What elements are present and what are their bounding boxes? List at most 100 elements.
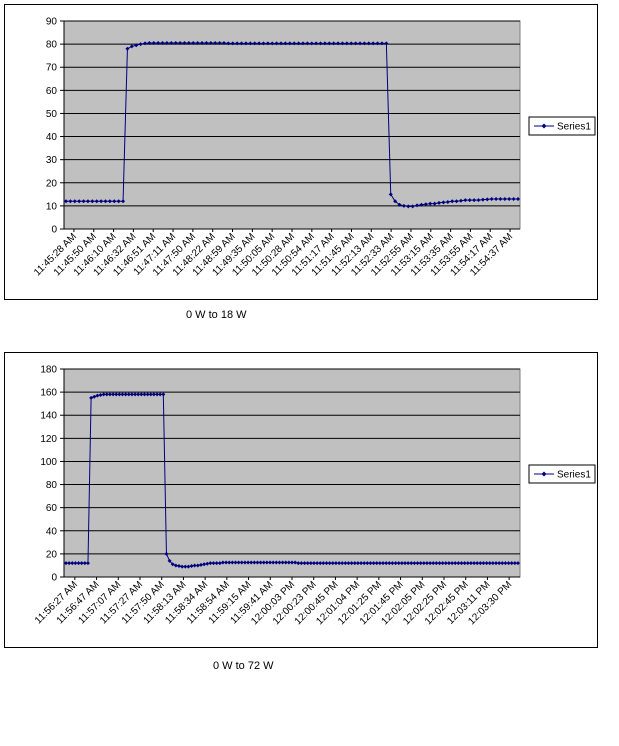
chart-1-data-point bbox=[195, 40, 200, 45]
chart-2-data-point bbox=[453, 561, 458, 566]
chart-2-data-point bbox=[92, 394, 97, 399]
chart-2-data-point bbox=[409, 561, 414, 566]
chart-1-data-point bbox=[322, 41, 327, 46]
chart-1-data-point bbox=[371, 41, 376, 46]
chart-2-data-point bbox=[305, 561, 310, 566]
chart-2-data-point bbox=[104, 392, 109, 397]
chart-2-data-point bbox=[428, 561, 433, 566]
chart-1-data-point bbox=[415, 203, 420, 208]
chart-1-data-point bbox=[208, 40, 213, 45]
chart-2-data-point bbox=[70, 561, 75, 566]
chart-2-data-point bbox=[271, 560, 276, 565]
chart-1-data-point bbox=[379, 41, 384, 46]
chart-2-legend-label: Series1 bbox=[557, 470, 591, 481]
chart-2-data-point bbox=[406, 561, 411, 566]
chart-2-data-point bbox=[446, 561, 451, 566]
chart-1-caption: 0 W to 18 W bbox=[186, 309, 247, 321]
chart-2-data-point bbox=[167, 558, 172, 563]
chart-2-data-point bbox=[443, 561, 448, 566]
chart-2-data-point bbox=[290, 560, 294, 565]
chart-1-data-point bbox=[248, 41, 253, 46]
chart-1-data-point bbox=[516, 196, 520, 201]
chart-2-data-point bbox=[315, 561, 320, 566]
chart-2-data-point bbox=[321, 561, 326, 566]
chart-2-data-point bbox=[79, 561, 84, 566]
chart-1-data-point bbox=[164, 40, 169, 45]
chart-1-data-point bbox=[458, 198, 463, 203]
chart-1-data-point bbox=[292, 41, 297, 46]
chart-2-data-point bbox=[73, 561, 78, 566]
chart-2-data-point bbox=[161, 392, 166, 397]
chart-2-data-point bbox=[296, 561, 301, 566]
chart-2-data-point bbox=[145, 392, 150, 397]
chart-2-data-point bbox=[249, 560, 254, 565]
chart-1-y-tick-label: 90 bbox=[46, 17, 58, 28]
chart-2-data-point bbox=[516, 561, 520, 566]
chart-1-data-point bbox=[428, 201, 433, 206]
chart-1-data-point bbox=[410, 204, 415, 209]
chart-1-data-point bbox=[257, 41, 262, 46]
chart-1-data-point bbox=[349, 41, 354, 46]
chart-1-legend-marker bbox=[541, 123, 547, 129]
chart-2-data-point bbox=[456, 561, 461, 566]
chart-2-data-point bbox=[459, 561, 464, 566]
chart-2-data-point bbox=[164, 551, 169, 556]
chart-1-data-point bbox=[261, 41, 266, 46]
chart-2-data-point bbox=[192, 563, 197, 568]
chart-2-data-point bbox=[198, 562, 203, 567]
chart-2-data-point bbox=[412, 561, 417, 566]
chart-2-data-point bbox=[500, 561, 505, 566]
chart-2-data-point bbox=[346, 561, 351, 566]
chart-2-data-point bbox=[308, 561, 313, 566]
chart-2-data-point bbox=[246, 560, 251, 565]
chart-1-data-point bbox=[221, 40, 226, 45]
chart-2-data-point bbox=[255, 560, 260, 565]
chart-1-y-tick-label: 20 bbox=[46, 178, 58, 189]
chart-2-data-point bbox=[299, 561, 304, 566]
chart-2-y-tick-label: 180 bbox=[40, 365, 57, 376]
chart-2-data-point bbox=[494, 561, 499, 566]
chart-2-data-point bbox=[186, 564, 191, 569]
chart-1-data-point bbox=[99, 199, 104, 204]
chart-2-data-point bbox=[126, 392, 131, 397]
chart-1-data-point bbox=[432, 201, 437, 206]
chart-2-data-point bbox=[440, 561, 445, 566]
chart-1-data-point bbox=[239, 41, 244, 46]
chart-2-data-point bbox=[384, 561, 389, 566]
chart-1-data-point bbox=[217, 40, 222, 45]
chart-1-data-point bbox=[68, 199, 73, 204]
chart-2-y-tick-label: 60 bbox=[46, 503, 58, 514]
chart-2-data-point bbox=[139, 392, 144, 397]
chart-1-data-point bbox=[169, 40, 174, 45]
chart-1-data-point bbox=[480, 197, 485, 202]
chart-1-data-point bbox=[90, 199, 95, 204]
chart-1-data-point bbox=[340, 41, 345, 46]
chart-2-data-point bbox=[450, 561, 455, 566]
chart-1-data-point bbox=[274, 41, 279, 46]
chart-2-data-point bbox=[261, 560, 266, 565]
chart-1-data-point bbox=[445, 199, 450, 204]
chart-2-data-point bbox=[324, 561, 329, 566]
chart-1-data-point bbox=[116, 199, 121, 204]
chart-2-data-point bbox=[475, 561, 480, 566]
chart-2-y-tick-label: 140 bbox=[40, 411, 57, 422]
chart-2-data-point bbox=[214, 561, 219, 566]
chart-1-data-point bbox=[318, 41, 323, 46]
chart-2-data-point bbox=[155, 392, 160, 397]
chart-2-data-point bbox=[67, 561, 72, 566]
chart-2-data-point bbox=[371, 561, 376, 566]
chart-2-data-point bbox=[487, 561, 492, 566]
chart-2-data-point bbox=[418, 561, 423, 566]
chart-1-y-tick-label: 40 bbox=[46, 132, 58, 143]
chart-2-data-point bbox=[202, 562, 207, 567]
chart-2-data-point bbox=[399, 561, 404, 566]
chart-1-data-point bbox=[283, 41, 288, 46]
chart-2-data-point bbox=[352, 561, 357, 566]
chart-1-data-point bbox=[300, 41, 305, 46]
chart-1-data-point bbox=[121, 199, 126, 204]
chart-2-data-point bbox=[274, 560, 279, 565]
chart-2-data-point bbox=[506, 561, 511, 566]
chart-2-data-point bbox=[136, 392, 141, 397]
chart-2-data-point bbox=[421, 561, 426, 566]
chart-2-data-point bbox=[302, 561, 307, 566]
